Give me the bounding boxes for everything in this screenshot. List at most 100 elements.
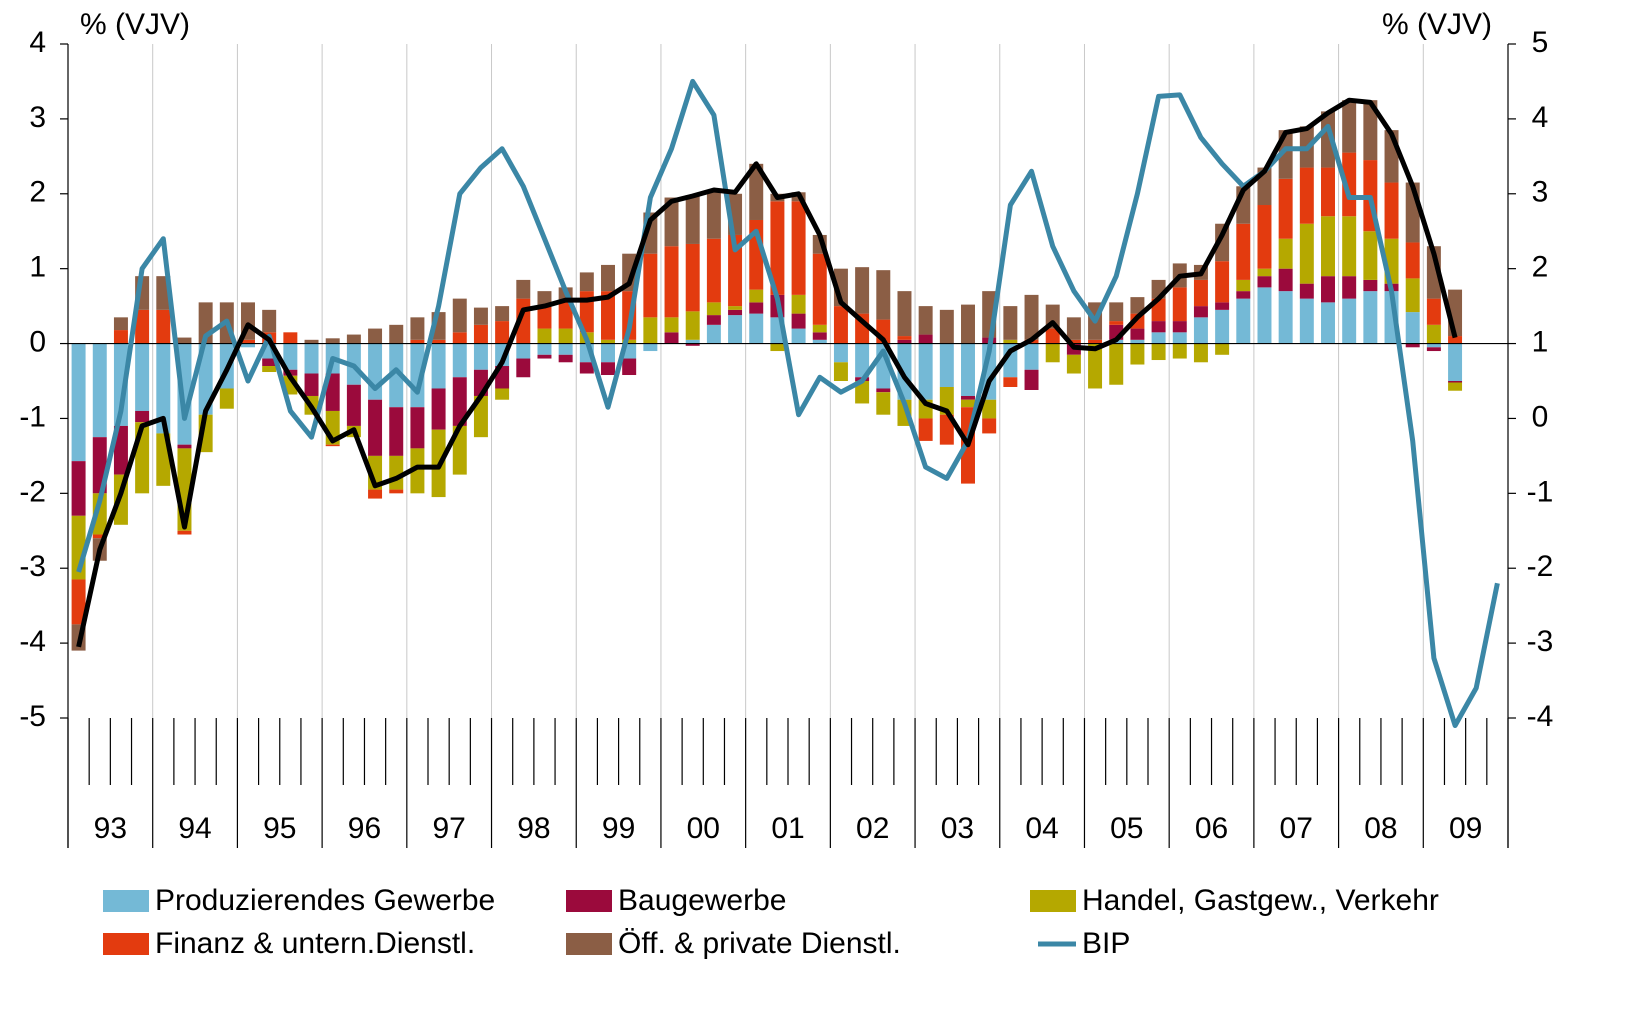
bar-segment bbox=[791, 201, 806, 295]
bar-segment bbox=[770, 201, 785, 295]
bar-segment bbox=[1172, 343, 1187, 359]
y-tick-label: -3 bbox=[19, 550, 46, 583]
x-tick-label: 94 bbox=[178, 812, 211, 845]
legend-swatch bbox=[566, 890, 612, 912]
bar-segment bbox=[622, 339, 637, 344]
x-tick-label: 02 bbox=[856, 812, 889, 845]
bar-segment bbox=[706, 238, 721, 303]
bar-segment bbox=[1342, 298, 1357, 344]
bar-segment bbox=[177, 444, 192, 449]
bar-segment bbox=[1426, 298, 1441, 325]
bar-segment bbox=[601, 343, 615, 363]
bar-segment bbox=[1426, 347, 1441, 352]
bar-segment bbox=[1299, 223, 1314, 284]
bar-segment bbox=[728, 306, 743, 310]
bar-segment bbox=[1193, 317, 1208, 344]
bar-segment bbox=[833, 343, 848, 363]
bar-segment bbox=[1003, 377, 1018, 387]
bar-segment bbox=[346, 384, 361, 426]
x-tick-label: 05 bbox=[1110, 812, 1143, 845]
bar-segment bbox=[1321, 276, 1335, 303]
bar-segment bbox=[1426, 343, 1441, 348]
bar-segment bbox=[579, 362, 594, 374]
bar-segment bbox=[1321, 216, 1335, 277]
bar-segment bbox=[812, 332, 827, 340]
bar-segment bbox=[283, 332, 298, 344]
bar-segment bbox=[791, 294, 806, 314]
bar-segment bbox=[262, 366, 277, 373]
bar-segment bbox=[1193, 306, 1208, 318]
legend-label: Baugewerbe bbox=[618, 884, 786, 917]
bar-segment bbox=[1257, 276, 1272, 288]
bar-segment bbox=[431, 388, 446, 430]
bar-segment bbox=[855, 267, 870, 314]
bar-segment bbox=[706, 315, 721, 325]
bar-segment bbox=[728, 315, 743, 344]
bar-segment bbox=[876, 392, 891, 415]
bar-segment bbox=[473, 324, 488, 344]
y2-tick-label: 0 bbox=[1532, 400, 1549, 433]
bar-segment bbox=[706, 324, 721, 344]
bar-segment bbox=[1172, 287, 1187, 322]
bar-segment bbox=[1257, 287, 1272, 344]
bar-segment bbox=[241, 343, 255, 348]
bar-segment bbox=[855, 343, 870, 378]
bar-segment bbox=[1215, 309, 1230, 344]
bar-segment bbox=[452, 298, 467, 333]
bar-segment bbox=[1299, 298, 1314, 344]
bar-segment bbox=[918, 418, 933, 441]
bar-segment bbox=[1236, 223, 1251, 280]
bar-segment bbox=[939, 343, 954, 387]
bar-segment bbox=[622, 358, 637, 376]
bar-segment bbox=[664, 246, 679, 318]
y-tick-label: 1 bbox=[29, 251, 46, 284]
bar-segment bbox=[1299, 283, 1314, 299]
bar-segment bbox=[1003, 306, 1018, 340]
bar-segment bbox=[1066, 354, 1081, 374]
bar-segment bbox=[1109, 302, 1124, 322]
bar-segment bbox=[643, 343, 658, 352]
bar-segment bbox=[1405, 343, 1420, 348]
bar-segment bbox=[431, 339, 446, 344]
x-tick-label: 03 bbox=[941, 812, 974, 845]
bar-segment bbox=[368, 328, 383, 344]
bar-segment bbox=[897, 291, 912, 337]
legend-label: Öff. & private Dienstl. bbox=[618, 927, 901, 960]
legend-swatch bbox=[103, 933, 149, 955]
bar-segment bbox=[982, 399, 997, 419]
bar-segment bbox=[685, 195, 700, 244]
bar-segment bbox=[71, 343, 86, 462]
legend-swatch bbox=[103, 890, 149, 912]
bar-segment bbox=[113, 343, 128, 426]
bar-segment bbox=[1024, 294, 1039, 340]
bar-segment bbox=[812, 324, 827, 333]
bar-segment bbox=[1130, 297, 1145, 314]
legend-swatch bbox=[566, 933, 612, 955]
bar-segment bbox=[643, 317, 658, 344]
bar-segment bbox=[410, 317, 425, 340]
bar-segment bbox=[1426, 324, 1441, 344]
x-tick-label: 95 bbox=[263, 812, 296, 845]
bar-segment bbox=[177, 530, 192, 535]
bar-segment bbox=[156, 309, 171, 344]
bar-segment bbox=[1321, 111, 1335, 168]
x-tick-label: 08 bbox=[1364, 812, 1397, 845]
bar-segment bbox=[1257, 205, 1272, 269]
y-tick-label: 0 bbox=[29, 325, 46, 358]
bar-segment bbox=[410, 448, 425, 494]
bar-segment bbox=[601, 264, 615, 292]
bar-segment bbox=[1363, 100, 1378, 161]
bar-segment bbox=[876, 388, 891, 393]
bar-segment bbox=[812, 339, 827, 344]
bar-segment bbox=[558, 302, 573, 329]
bar-segment bbox=[368, 343, 383, 400]
bar-segment bbox=[1448, 381, 1463, 383]
bar-segment bbox=[833, 306, 848, 344]
bar-segment bbox=[1342, 216, 1357, 277]
bar-segment bbox=[749, 289, 764, 303]
bar-segment bbox=[1024, 369, 1039, 390]
bar-segment bbox=[939, 309, 954, 344]
bar-segment bbox=[410, 339, 425, 344]
bar-segment bbox=[283, 343, 298, 370]
